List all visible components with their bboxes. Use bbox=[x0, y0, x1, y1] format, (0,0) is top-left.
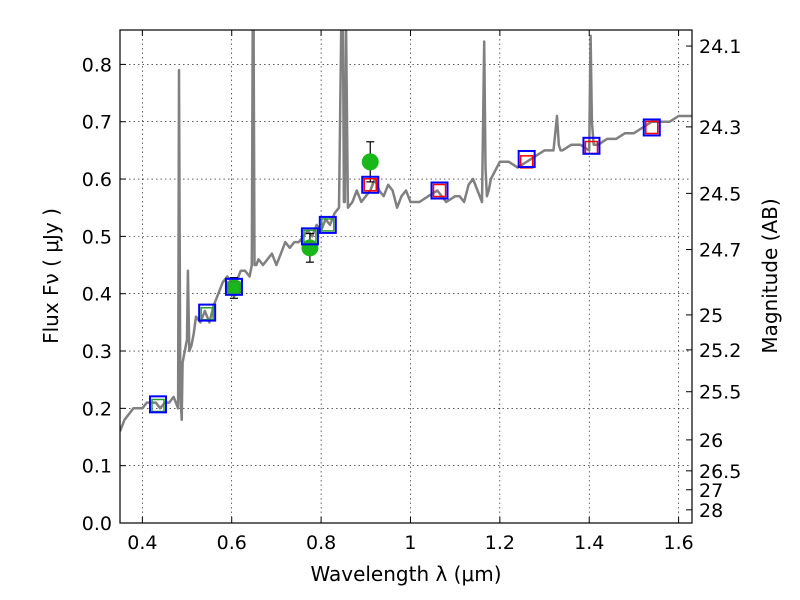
y-tick-label: 0.1 bbox=[82, 456, 112, 478]
right-tick-label: 25.5 bbox=[699, 382, 741, 404]
y-tick-label: 0.0 bbox=[82, 513, 112, 535]
right-tick-label: 24.7 bbox=[699, 240, 741, 262]
x-tick-label: 0.4 bbox=[127, 532, 157, 554]
ticks-layer: 0.4 0.6 0.8 1 1.2 1.4 1.6 0.0 0.1 0.2 0.3 0.4 0.5 0.6… bbox=[82, 30, 741, 554]
right-tick-label: 24.5 bbox=[699, 183, 741, 205]
filter-square bbox=[300, 227, 319, 246]
right-tick-label: 26.5 bbox=[699, 461, 741, 483]
green-square bbox=[321, 218, 335, 232]
plot-frame bbox=[119, 29, 693, 524]
y-tick-label: 0.4 bbox=[82, 284, 112, 306]
right-tick-label: 25.2 bbox=[699, 340, 741, 362]
filter-square bbox=[642, 118, 661, 137]
filter-square bbox=[582, 136, 601, 155]
x-tick-label: 0.8 bbox=[306, 532, 336, 554]
right-tick-label: 27 bbox=[699, 480, 723, 502]
right-tick-label: 28 bbox=[699, 500, 723, 522]
y-axis-label-right: Magnitude (AB) bbox=[758, 198, 782, 353]
right-tick-label: 25 bbox=[699, 305, 723, 327]
y-tick-label: 0.8 bbox=[82, 54, 112, 76]
y-tick-label: 0.6 bbox=[82, 169, 112, 191]
x-axis-label: Wavelength λ (μm) bbox=[310, 562, 501, 586]
sed-line bbox=[120, 30, 692, 432]
y-tick-label: 0.2 bbox=[82, 398, 112, 420]
x-tick-label: 1.2 bbox=[485, 532, 515, 554]
filter-square bbox=[430, 181, 449, 200]
green-square bbox=[303, 229, 317, 244]
filter-square bbox=[198, 303, 217, 322]
red-square bbox=[432, 183, 447, 198]
observed-point bbox=[361, 153, 379, 171]
y-tick-label: 0.5 bbox=[82, 226, 112, 248]
filter-square bbox=[318, 215, 337, 234]
grid-layer bbox=[120, 30, 692, 524]
filter-square bbox=[148, 395, 167, 414]
x-tick-label: 0.6 bbox=[217, 532, 247, 554]
filter-square bbox=[361, 175, 380, 194]
filter-square bbox=[224, 277, 243, 296]
series-group bbox=[120, 30, 692, 432]
y-tick-label: 0.3 bbox=[82, 341, 112, 363]
red-square bbox=[363, 178, 377, 192]
x-tick-label: 1.4 bbox=[574, 532, 604, 554]
red-square bbox=[584, 140, 599, 155]
red-square bbox=[645, 120, 659, 135]
x-tick-label: 1 bbox=[404, 532, 416, 554]
right-tick-label: 24.1 bbox=[699, 36, 741, 58]
y-axis-label: Flux Fν ( μJy ) bbox=[39, 208, 63, 344]
right-tick-label: 24.3 bbox=[699, 117, 741, 139]
filter-square bbox=[517, 149, 536, 168]
x-tick-label: 1.6 bbox=[663, 532, 693, 554]
right-tick-label: 26 bbox=[699, 430, 723, 452]
y-tick-label: 0.7 bbox=[82, 112, 112, 134]
series-layer bbox=[120, 30, 692, 432]
